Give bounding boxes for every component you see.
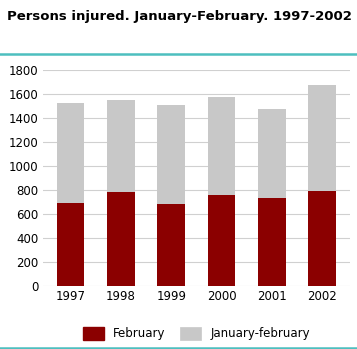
Bar <box>107 101 135 192</box>
Bar <box>308 85 336 191</box>
Bar <box>57 103 85 203</box>
Bar <box>258 199 286 286</box>
Bar <box>208 97 235 195</box>
Bar <box>208 195 235 286</box>
Bar <box>157 105 185 205</box>
Bar <box>258 110 286 199</box>
Bar <box>107 192 135 286</box>
Bar <box>57 203 85 286</box>
Bar <box>308 191 336 286</box>
Bar <box>157 205 185 286</box>
Legend: February, January-february: February, January-february <box>82 327 310 340</box>
Text: Persons injured. January-February. 1997-2002: Persons injured. January-February. 1997-… <box>7 10 352 23</box>
